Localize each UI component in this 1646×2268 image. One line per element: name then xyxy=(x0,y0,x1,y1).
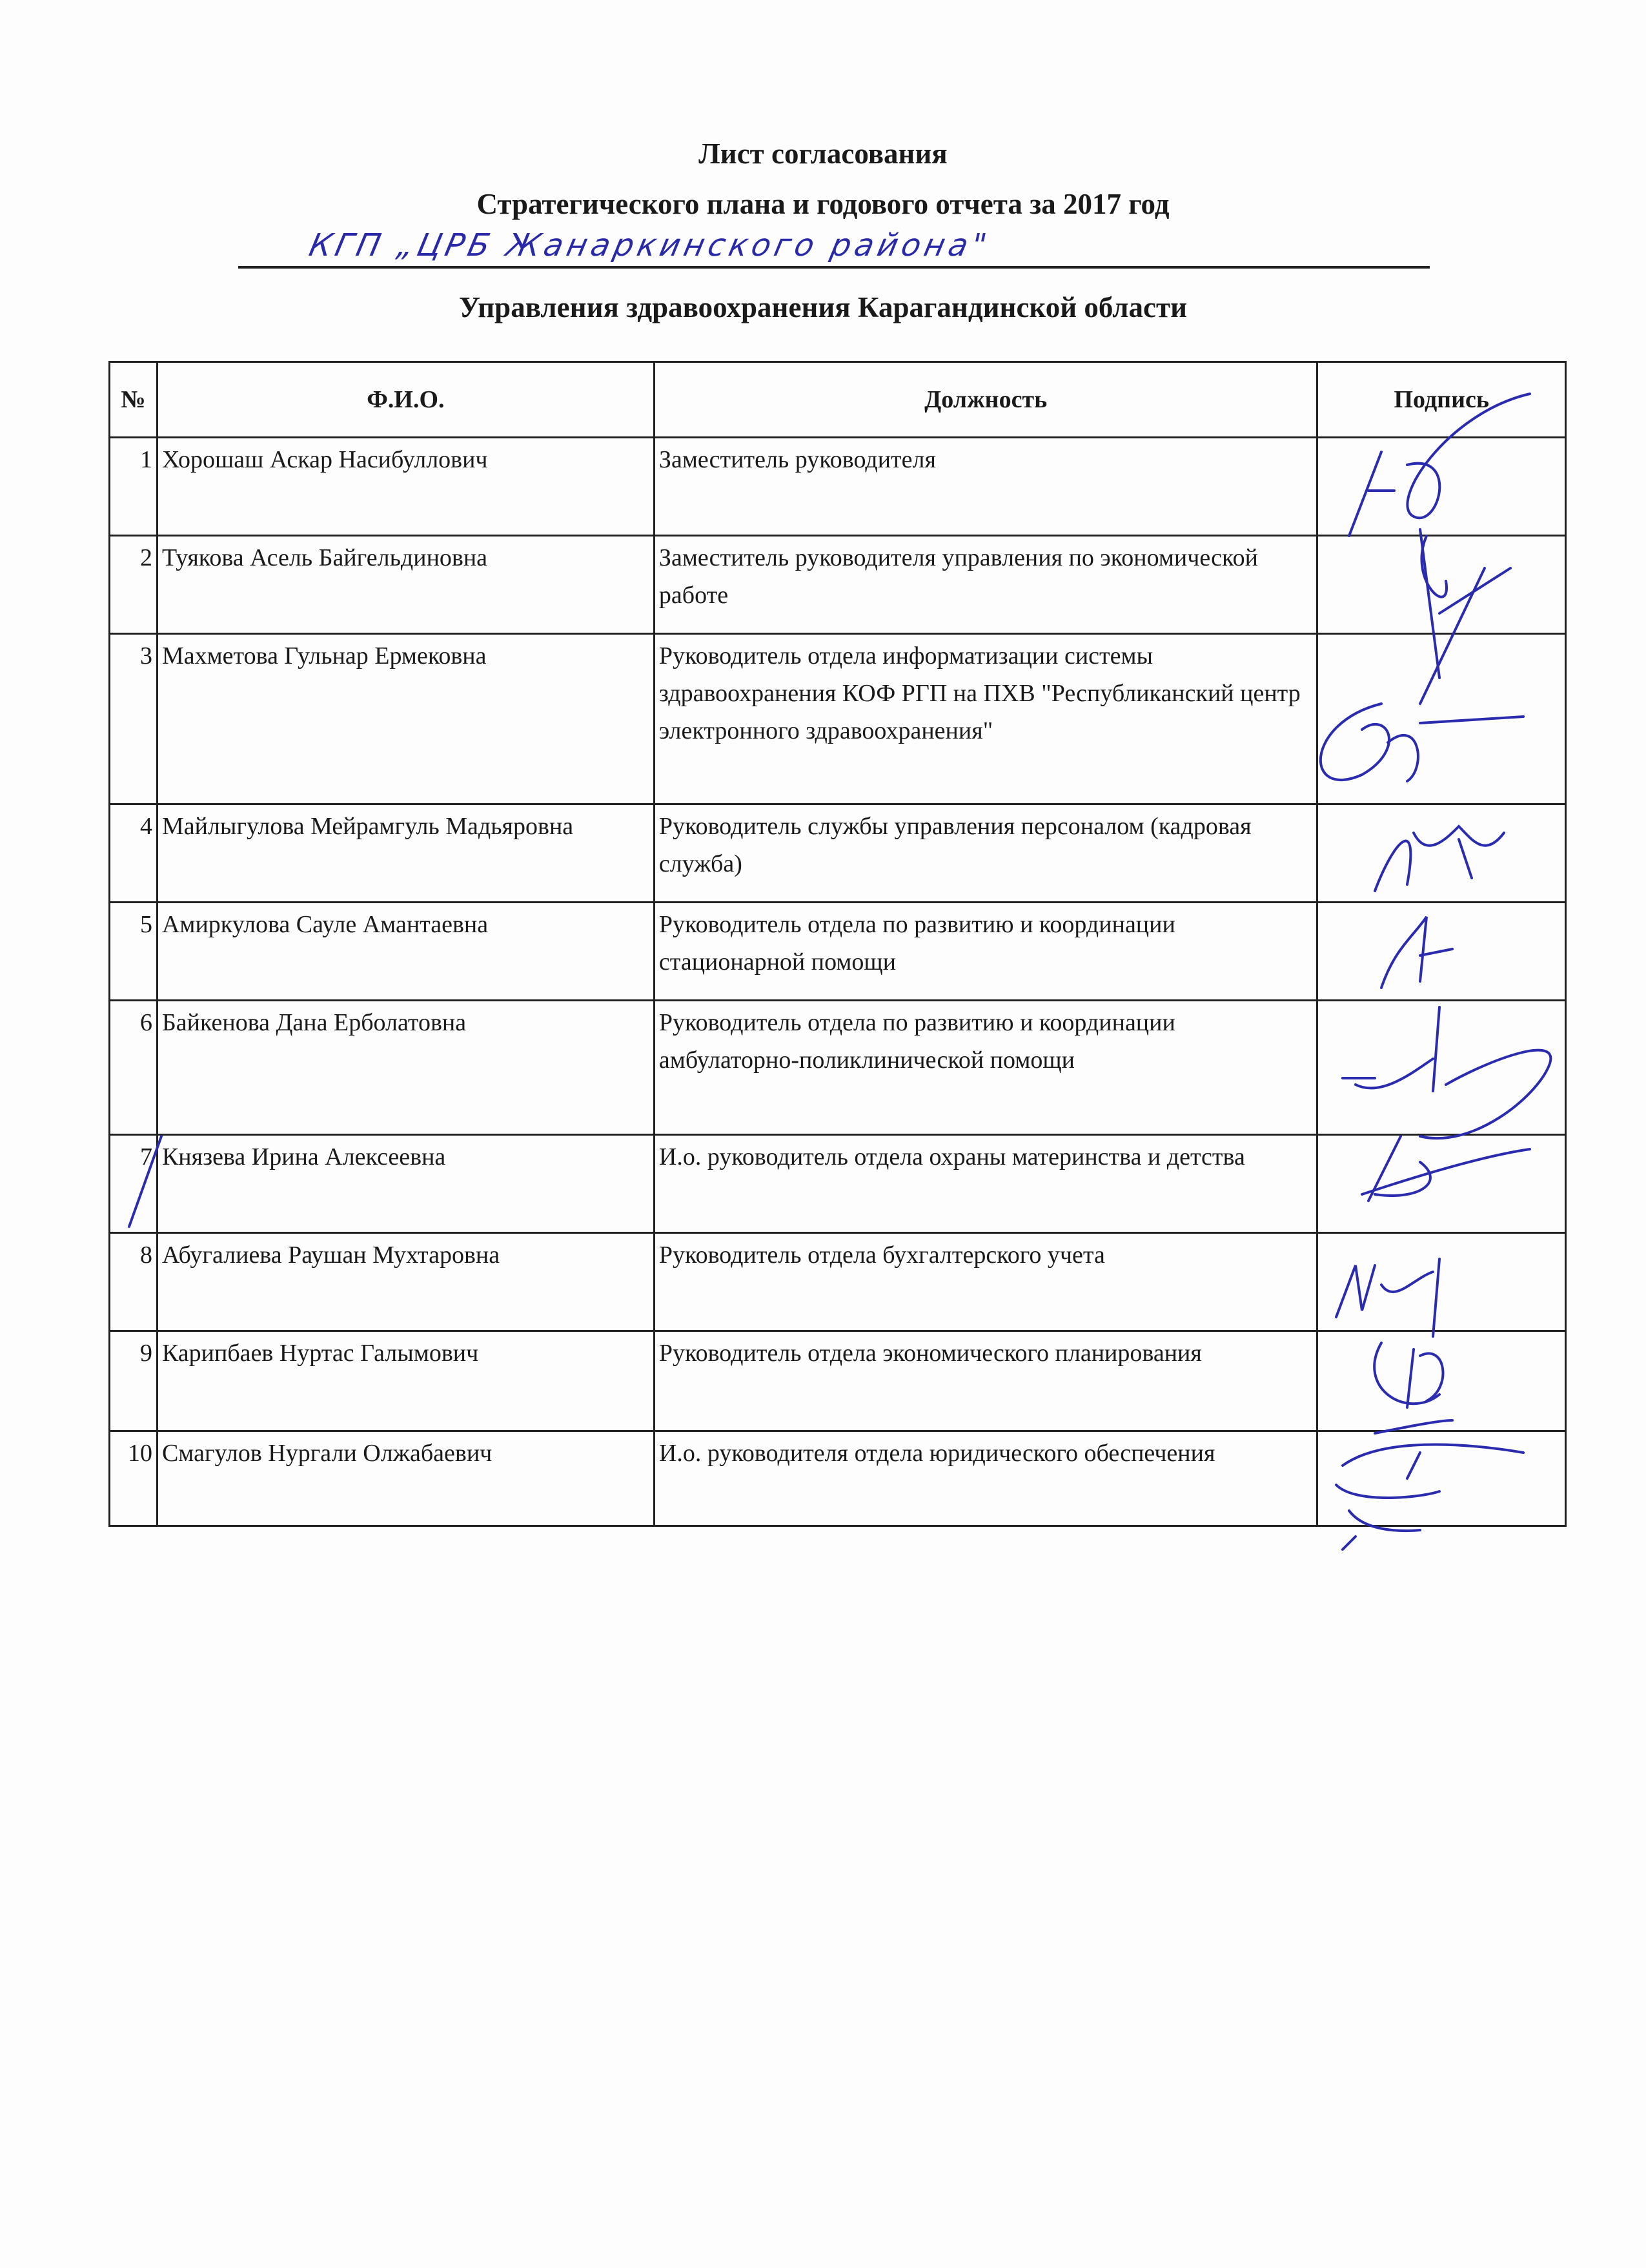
document-title: Лист согласования xyxy=(698,138,948,170)
row-number: 10 xyxy=(108,1430,158,1527)
person-position: Заместитель руководителя управления по э… xyxy=(653,535,1319,635)
row-number: 4 xyxy=(108,803,158,903)
person-position: Руководитель отдела бухгалтерского учета xyxy=(653,1232,1319,1332)
person-position: И.о. руководителя отдела юридического об… xyxy=(653,1430,1319,1527)
table-row: 10 Смагулов Нургали Олжабаевич И.о. руково… xyxy=(108,1430,1567,1527)
signature-cell xyxy=(1316,535,1567,635)
person-position: И.о. руководитель отдела охраны материнс… xyxy=(653,1134,1319,1234)
row-number: 6 xyxy=(108,999,158,1136)
person-name: Карипбаев Нуртас Галымович xyxy=(156,1330,655,1432)
department-title: Управления здравоохранения Карагандинско… xyxy=(458,291,1188,323)
signature-cell xyxy=(1316,1232,1567,1332)
table-row: 4 Майлыгулова Мейрамгуль Мадьяровна Руково… xyxy=(108,803,1567,903)
signature-cell xyxy=(1316,803,1567,903)
table-row: 8 Абугалиева Раушан Мухтаровна Руководител… xyxy=(108,1232,1567,1332)
signature-cell xyxy=(1316,901,1567,1001)
row-number: 3 xyxy=(108,633,158,805)
row-number: 1 xyxy=(108,436,158,536)
person-position: Руководитель отдела информатизации систе… xyxy=(653,633,1319,805)
table-header: № Ф.И.О. Должность Подпись xyxy=(108,361,1567,438)
person-position: Руководитель отдела по развитию и коорди… xyxy=(653,999,1319,1136)
person-name: Махметова Гульнар Ермековна xyxy=(156,633,655,805)
signature-cell xyxy=(1316,1330,1567,1432)
row-number: 2 xyxy=(108,535,158,635)
table-row: 5 Амиркулова Сауле Амантаевна Руководитель… xyxy=(108,901,1567,1001)
approval-table: № Ф.И.О. Должность Подпись 1 Хорошаш Аска… xyxy=(108,361,1567,1527)
person-name: Амиркулова Сауле Амантаевна xyxy=(156,901,655,1001)
row-number: 9 xyxy=(108,1330,158,1432)
row-number: 8 xyxy=(108,1232,158,1332)
table-row: 3 Махметова Гульнар Ермековна Руководитель… xyxy=(108,633,1567,805)
person-position: Руководитель службы управления персонало… xyxy=(653,803,1319,903)
underline xyxy=(238,266,1430,269)
table-row: 9 Карипбаев Нуртас Галымович Руководитель … xyxy=(108,1330,1567,1432)
person-name: Князева Ирина Алексеевна xyxy=(156,1134,655,1234)
person-position: Руководитель отдела по развитию и коорди… xyxy=(653,901,1319,1001)
table-row: 7 Князева Ирина Алексеевна И.о. руководите… xyxy=(108,1134,1567,1234)
table-row: 1 Хорошаш Аскар Насибуллович Заместитель р… xyxy=(108,436,1567,536)
person-name: Туякова Асель Байгельдиновна xyxy=(156,535,655,635)
col-position: Должность xyxy=(653,361,1319,438)
row-number: 5 xyxy=(108,901,158,1001)
person-name: Хорошаш Аскар Насибуллович xyxy=(156,436,655,536)
table-row: 2 Туякова Асель Байгельдиновна Заместитель… xyxy=(108,535,1567,635)
person-name: Байкенова Дана Ерболатовна xyxy=(156,999,655,1136)
handwritten-organization: КГП „ЦРБ Жанаркинского района" xyxy=(306,227,994,263)
col-number: № xyxy=(108,361,158,438)
person-position: Руководитель отдела экономического плани… xyxy=(653,1330,1319,1432)
signature-cell xyxy=(1316,1134,1567,1234)
person-name: Абугалиева Раушан Мухтаровна xyxy=(156,1232,655,1332)
person-position: Заместитель руководителя xyxy=(653,436,1319,536)
signature-cell xyxy=(1316,633,1567,805)
document-subtitle: Стратегического плана и годового отчета … xyxy=(476,188,1170,220)
table-row: 6 Байкенова Дана Ерболатовна Руководитель … xyxy=(108,999,1567,1136)
signature-cell xyxy=(1316,999,1567,1136)
col-name: Ф.И.О. xyxy=(156,361,655,438)
col-signature: Подпись xyxy=(1316,361,1567,438)
row-number: 7 xyxy=(108,1134,158,1234)
person-name: Смагулов Нургали Олжабаевич xyxy=(156,1430,655,1527)
person-name: Майлыгулова Мейрамгуль Мадьяровна xyxy=(156,803,655,903)
signature-cell xyxy=(1316,1430,1567,1527)
signature-cell xyxy=(1316,436,1567,536)
